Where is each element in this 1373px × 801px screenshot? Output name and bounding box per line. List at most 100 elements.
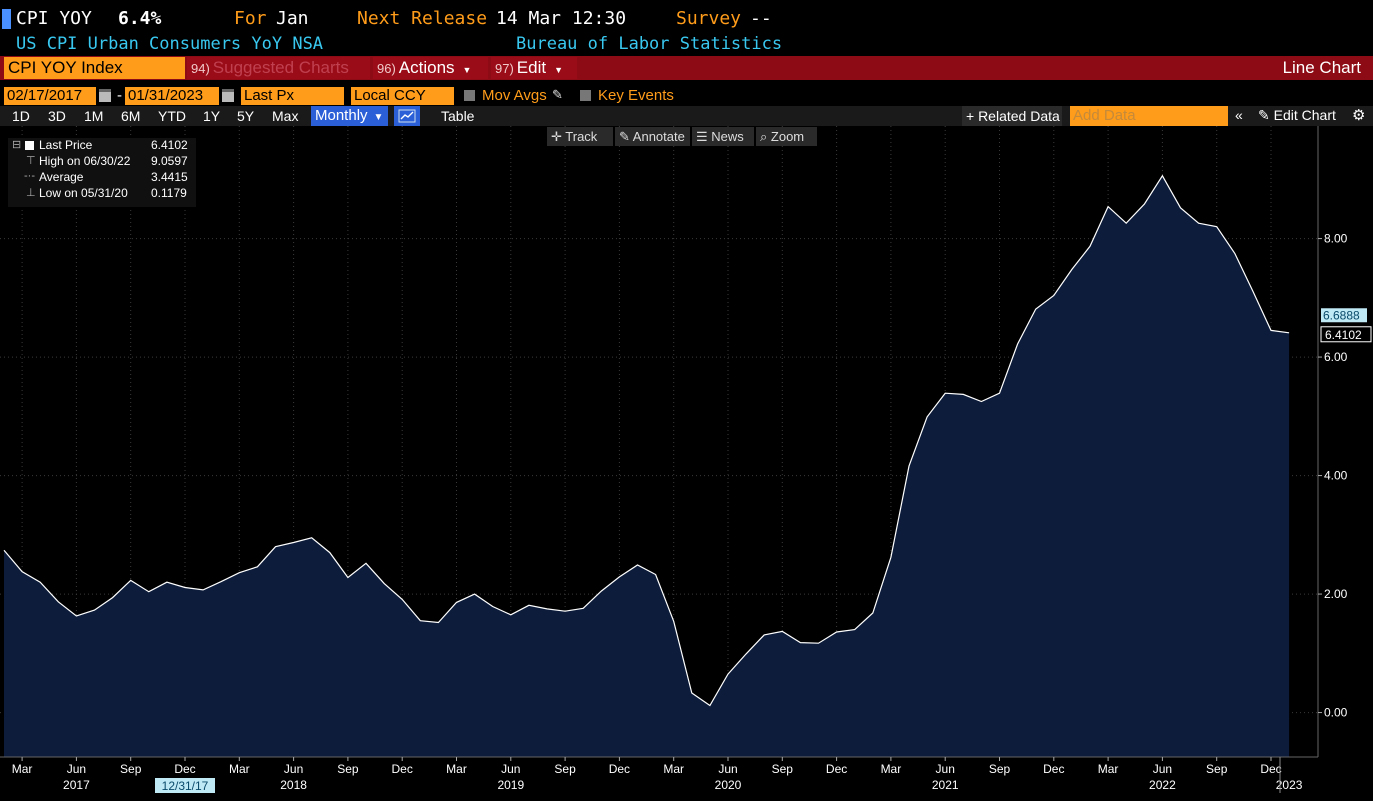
chart-legend[interactable]: ⊟ Last Price 6.4102 ⊤ High on 06/30/22 9.0… bbox=[8, 138, 196, 207]
add-data-input[interactable]: Add Data bbox=[1070, 106, 1228, 126]
related-data-button[interactable]: + Related Data bbox=[962, 106, 1062, 126]
x-tick-label: Sep bbox=[989, 762, 1011, 776]
actions-menu[interactable]: 96) Actions ▼ bbox=[373, 57, 488, 79]
annotate-tool[interactable]: ✎ Annotate bbox=[615, 127, 690, 146]
x-tick-label: Mar bbox=[12, 762, 33, 776]
legend-row-last: Last Price 6.4102 bbox=[39, 138, 191, 154]
period-max[interactable]: Max bbox=[272, 108, 299, 124]
edit-chart-button[interactable]: ✎ Edit Chart bbox=[1258, 107, 1336, 124]
last-value-badge bbox=[1320, 326, 1372, 343]
chevron-down-icon: ▼ bbox=[462, 65, 472, 75]
magnifier-icon: ⌕ bbox=[760, 129, 771, 144]
series-line bbox=[3, 174, 1290, 707]
news-label: News bbox=[711, 129, 744, 144]
legend-label: High on 06/30/22 bbox=[39, 154, 131, 168]
line-chart-icon[interactable] bbox=[394, 106, 420, 126]
period-1m[interactable]: 1M bbox=[84, 108, 104, 124]
reference-label: 6.6888 bbox=[1323, 308, 1360, 322]
edit-num: 97) bbox=[495, 61, 514, 76]
zoom-label: Zoom bbox=[770, 129, 805, 144]
legend-row-average: Average 3.4415 bbox=[39, 170, 191, 186]
annotate-label: Annotate bbox=[632, 129, 685, 144]
x-tick-label: Dec bbox=[392, 762, 413, 776]
x-tick-label: Mar bbox=[881, 762, 902, 776]
legend-value: 3.4415 bbox=[151, 170, 188, 184]
frequency-select[interactable]: Monthly ▼ bbox=[311, 106, 388, 126]
security-description[interactable]: US CPI Urban Consumers YoY NSA bbox=[16, 34, 324, 54]
legend-row-low: Low on 05/31/20 0.1179 bbox=[39, 186, 191, 202]
x-tick-label: Sep bbox=[1206, 762, 1228, 776]
period-1y[interactable]: 1Y bbox=[203, 108, 221, 124]
legend-label: Average bbox=[39, 170, 84, 184]
calendar-icon[interactable] bbox=[222, 89, 234, 102]
mov-avgs-checkbox[interactable] bbox=[464, 90, 475, 101]
pencil-icon[interactable]: ✎ bbox=[552, 87, 563, 102]
key-events-checkbox[interactable] bbox=[580, 90, 591, 101]
period-3d[interactable]: 3D bbox=[48, 108, 66, 124]
x-tick-label: Jun bbox=[501, 762, 520, 776]
survey-label: Survey bbox=[676, 8, 742, 29]
next-release-value: 14 Mar 12:30 bbox=[496, 8, 627, 29]
legend-row-high: High on 06/30/22 9.0597 bbox=[39, 154, 191, 170]
x-year-label: 2019 bbox=[497, 778, 524, 792]
date-separator: - bbox=[117, 87, 122, 104]
y-tick-label: 2.00 bbox=[1324, 587, 1348, 601]
x-year-label: 2023 bbox=[1276, 778, 1303, 792]
cursor-date-badge bbox=[155, 778, 215, 793]
edit-label: Edit bbox=[516, 58, 547, 77]
next-release-label: Next Release bbox=[357, 8, 488, 29]
legend-value: 0.1179 bbox=[151, 186, 187, 200]
period-selector-row: 1D 3D 1M 6M YTD 1Y 5Y Max Monthly ▼ Table… bbox=[0, 106, 1373, 126]
start-date-input[interactable]: 02/17/2017 bbox=[4, 87, 96, 105]
header-marker bbox=[2, 9, 11, 29]
survey-value: -- bbox=[750, 8, 772, 29]
x-tick-label: Dec bbox=[609, 762, 630, 776]
news-tool[interactable]: ☰ News bbox=[692, 127, 754, 146]
chevron-down-icon: ▼ bbox=[373, 112, 384, 123]
zoom-tool[interactable]: ⌕ Zoom bbox=[756, 127, 817, 146]
calendar-icon[interactable] bbox=[99, 89, 111, 102]
collapse-icon[interactable]: « bbox=[1235, 107, 1243, 123]
period-5y[interactable]: 5Y bbox=[237, 108, 255, 124]
news-icon: ☰ bbox=[696, 129, 712, 144]
currency-select[interactable]: Local CCY bbox=[351, 87, 454, 105]
x-year-label: 2018 bbox=[280, 778, 307, 792]
x-tick-label: Jun bbox=[936, 762, 955, 776]
mov-avgs-label: Mov Avgs bbox=[482, 87, 547, 104]
crosshair-icon: ✛ bbox=[551, 129, 566, 144]
for-label: For bbox=[234, 8, 267, 29]
price-field-select[interactable]: Last Px bbox=[241, 87, 344, 105]
legend-label: Low on 05/31/20 bbox=[39, 186, 128, 200]
gear-icon[interactable]: ⚙ bbox=[1352, 107, 1366, 124]
legend-label: Last Price bbox=[39, 138, 93, 152]
data-source[interactable]: Bureau of Labor Statistics bbox=[516, 34, 783, 54]
last-value-label: 6.4102 bbox=[1325, 328, 1362, 342]
x-tick-label: Dec bbox=[174, 762, 195, 776]
track-label: Track bbox=[565, 129, 598, 144]
security-header: CPI YOY 6.4% For Jan Next Release 14 Mar… bbox=[0, 6, 1373, 32]
table-view-button[interactable]: Table bbox=[441, 108, 475, 124]
ticker-label[interactable]: CPI YOY bbox=[16, 8, 92, 29]
for-value: Jan bbox=[276, 8, 309, 29]
x-tick-label: Jun bbox=[284, 762, 303, 776]
actions-num: 96) bbox=[377, 61, 396, 76]
x-tick-label: Mar bbox=[1098, 762, 1119, 776]
x-tick-label: Sep bbox=[772, 762, 794, 776]
period-6m[interactable]: 6M bbox=[121, 108, 141, 124]
x-tick-label: Dec bbox=[1260, 762, 1281, 776]
end-date-input[interactable]: 01/31/2023 bbox=[125, 87, 219, 105]
x-tick-label: Dec bbox=[1043, 762, 1064, 776]
suggested-charts-button[interactable]: 94) Suggested Charts bbox=[187, 57, 370, 79]
date-range-row: 02/17/2017 - 01/31/2023 Last Px Local CC… bbox=[0, 86, 1373, 106]
period-1d[interactable]: 1D bbox=[12, 108, 30, 124]
actions-label: Actions bbox=[398, 58, 455, 77]
x-year-label: 2017 bbox=[63, 778, 90, 792]
y-tick-label: 8.00 bbox=[1324, 232, 1348, 246]
edit-menu[interactable]: 97) Edit ▼ bbox=[491, 57, 577, 79]
period-ytd[interactable]: YTD bbox=[158, 108, 186, 124]
x-year-label: 2021 bbox=[932, 778, 959, 792]
low-marker-icon: ⊥ bbox=[26, 187, 36, 199]
security-input[interactable]: CPI YOY Index bbox=[4, 57, 185, 79]
current-value: 6.4% bbox=[118, 8, 162, 29]
track-tool[interactable]: ✛ Track bbox=[547, 127, 613, 146]
